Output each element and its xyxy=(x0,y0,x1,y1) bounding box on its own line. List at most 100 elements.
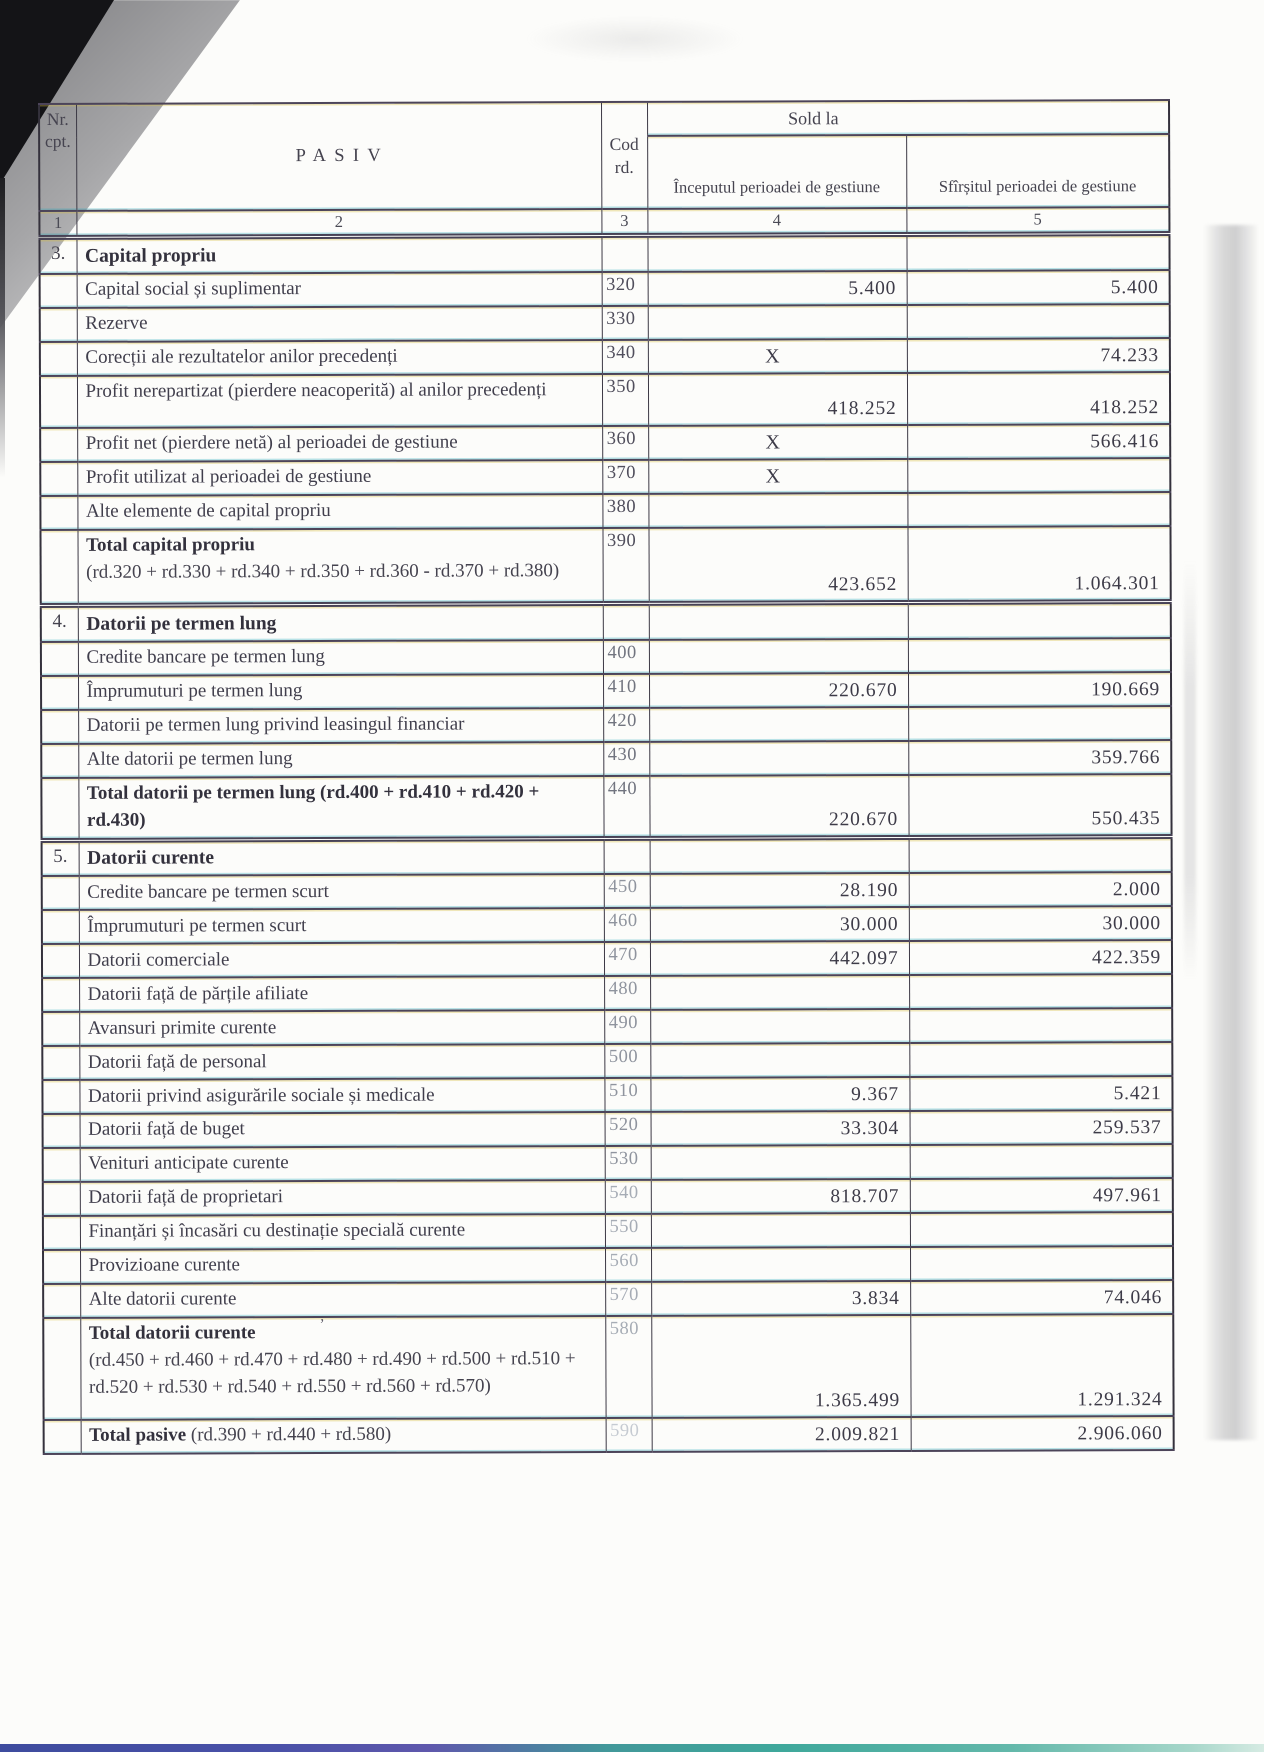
row-label: Total datorii curente ʼ (rd.450 + rd.460 +… xyxy=(80,1315,606,1420)
row-number xyxy=(39,375,78,428)
stray-mark: ʼ xyxy=(319,1317,325,1334)
row-number: 5. xyxy=(41,839,79,877)
row-code: 550 xyxy=(604,1213,651,1248)
row-number xyxy=(41,876,79,911)
table-row: Datorii comerciale 470 442.097 422.359 xyxy=(41,940,1173,979)
column-number: 5 xyxy=(906,207,1170,235)
value-end-period: 2.000 xyxy=(908,872,1172,908)
row-label-text: Corecții ale rezultatelor anilor precede… xyxy=(85,345,398,368)
row-code: 330 xyxy=(601,305,648,340)
table-row: Provizioane curente 560 xyxy=(43,1245,1174,1284)
row-label-text: Datorii privind asigurările sociale și m… xyxy=(87,1084,435,1107)
value-end-period xyxy=(909,1143,1173,1179)
row-label: Datorii pe termen lung xyxy=(77,603,603,642)
row-code: 440 xyxy=(603,775,650,839)
row-number xyxy=(40,427,78,462)
scan-bottom-edge-strip xyxy=(0,1744,1264,1752)
table-row: Total datorii pe termen lung (rd.400 + r… xyxy=(41,773,1172,840)
row-label-text: Datorii față de personal xyxy=(87,1050,267,1073)
header-nr-line2: cpt. xyxy=(44,130,71,151)
value-begin-period: 442.097 xyxy=(649,941,910,976)
row-code: 500 xyxy=(604,1043,651,1079)
value-begin-period: 3.834 xyxy=(651,1280,911,1316)
row-code: 530 xyxy=(604,1145,651,1180)
header-cod-rd: Cod rd. xyxy=(601,101,648,210)
row-label: Datorii comerciale xyxy=(78,942,605,978)
row-number xyxy=(41,743,79,778)
table-row: Profit nerepartizat (pierdere neacoperit… xyxy=(39,371,1171,428)
value-begin-period xyxy=(649,706,909,742)
value-end-period xyxy=(909,1245,1174,1281)
row-number xyxy=(43,1283,81,1318)
table-row: 4. Datorii pe termen lung xyxy=(40,601,1171,642)
row-number xyxy=(39,273,77,308)
row-code: 400 xyxy=(602,639,649,674)
row-number xyxy=(42,1045,80,1080)
table-row: Alte elemente de capital propriu 380 xyxy=(40,491,1171,530)
row-label-text: Total capital propriu xyxy=(86,534,256,556)
row-label: Alte datorii curente xyxy=(80,1281,606,1318)
row-number xyxy=(40,495,78,530)
row-number xyxy=(41,943,80,979)
row-code xyxy=(602,603,649,640)
table-row: Total datorii curente ʼ (rd.450 + rd.460 +… xyxy=(43,1313,1174,1420)
table-row: Datorii privind asigurările sociale și m… xyxy=(42,1076,1173,1114)
row-number xyxy=(43,1249,81,1284)
row-code: 370 xyxy=(602,459,649,494)
header-end-period: Sfîrșitul perioadei de gestiune xyxy=(906,134,1170,208)
value-begin-period: 9.367 xyxy=(650,1076,910,1112)
row-code: 390 xyxy=(602,527,649,604)
row-label-text: Datorii curente xyxy=(87,847,215,869)
table-row: Datorii pe termen lung privind leasingul… xyxy=(41,705,1172,744)
value-begin-period: 5.400 xyxy=(647,270,907,306)
header-sold-la: Sold la xyxy=(646,100,1170,136)
table-row: Rezerve 330 xyxy=(39,303,1170,342)
row-code xyxy=(601,235,648,272)
value-end-period xyxy=(908,836,1172,874)
value-end-period xyxy=(909,974,1173,1010)
row-number xyxy=(41,910,79,945)
value-end-period: 5.421 xyxy=(909,1076,1173,1111)
table-row: Venituri anticipate curente 530 xyxy=(42,1143,1173,1182)
value-end-period: 259.537 xyxy=(909,1110,1173,1145)
row-label: Rezerve xyxy=(76,305,602,342)
row-number: 4. xyxy=(40,605,78,642)
row-number xyxy=(40,675,79,710)
value-begin-period xyxy=(650,975,910,1010)
value-end-period xyxy=(907,491,1171,527)
row-label-text: Finanțări și încasări cu destinație spec… xyxy=(88,1219,466,1243)
row-code: 380 xyxy=(602,493,649,528)
row-number xyxy=(40,461,78,496)
value-begin-period: 30.000 xyxy=(649,907,909,942)
row-number xyxy=(43,1419,81,1454)
row-code: 590 xyxy=(605,1417,652,1452)
row-number xyxy=(42,1147,80,1182)
column-number-row: 1 2 3 4 5 xyxy=(39,207,1170,238)
row-number xyxy=(41,709,79,744)
row-number xyxy=(43,1317,81,1420)
row-label-text: Profit nerepartizat (pierdere neacoperit… xyxy=(85,379,547,402)
value-end-period: 5.400 xyxy=(906,269,1170,305)
value-begin-period: X xyxy=(648,458,908,494)
row-label-text: Datorii față de proprietari xyxy=(88,1186,284,1209)
row-code: 470 xyxy=(603,941,651,977)
value-begin-period xyxy=(648,492,908,528)
row-number xyxy=(42,1079,80,1114)
value-begin-period xyxy=(647,234,907,272)
value-end-period: 418.252 xyxy=(906,371,1171,425)
value-end-period xyxy=(907,601,1171,639)
row-label: Împrumuturi pe termen lung xyxy=(77,673,604,710)
row-label: Datorii față de buget xyxy=(79,1111,605,1148)
scan-edge-shadow-2 xyxy=(1184,560,1196,980)
row-label: Împrumuturi pe termen scurt xyxy=(78,908,604,944)
value-end-period xyxy=(909,1211,1174,1247)
value-begin-period xyxy=(650,1009,910,1044)
table-body: 3. Capital propriu Capital social și supli… xyxy=(39,233,1174,1454)
row-code: 490 xyxy=(604,1009,651,1045)
row-code: 520 xyxy=(604,1111,651,1146)
row-label-text: Capital propriu xyxy=(84,244,217,267)
column-number: 1 xyxy=(39,210,77,238)
row-code: 430 xyxy=(603,741,650,776)
row-formula: (rd.320 + rd.330 + rd.340 + rd.350 + rd.… xyxy=(86,560,560,583)
table-row: Avansuri primite curente 490 xyxy=(42,1008,1173,1047)
